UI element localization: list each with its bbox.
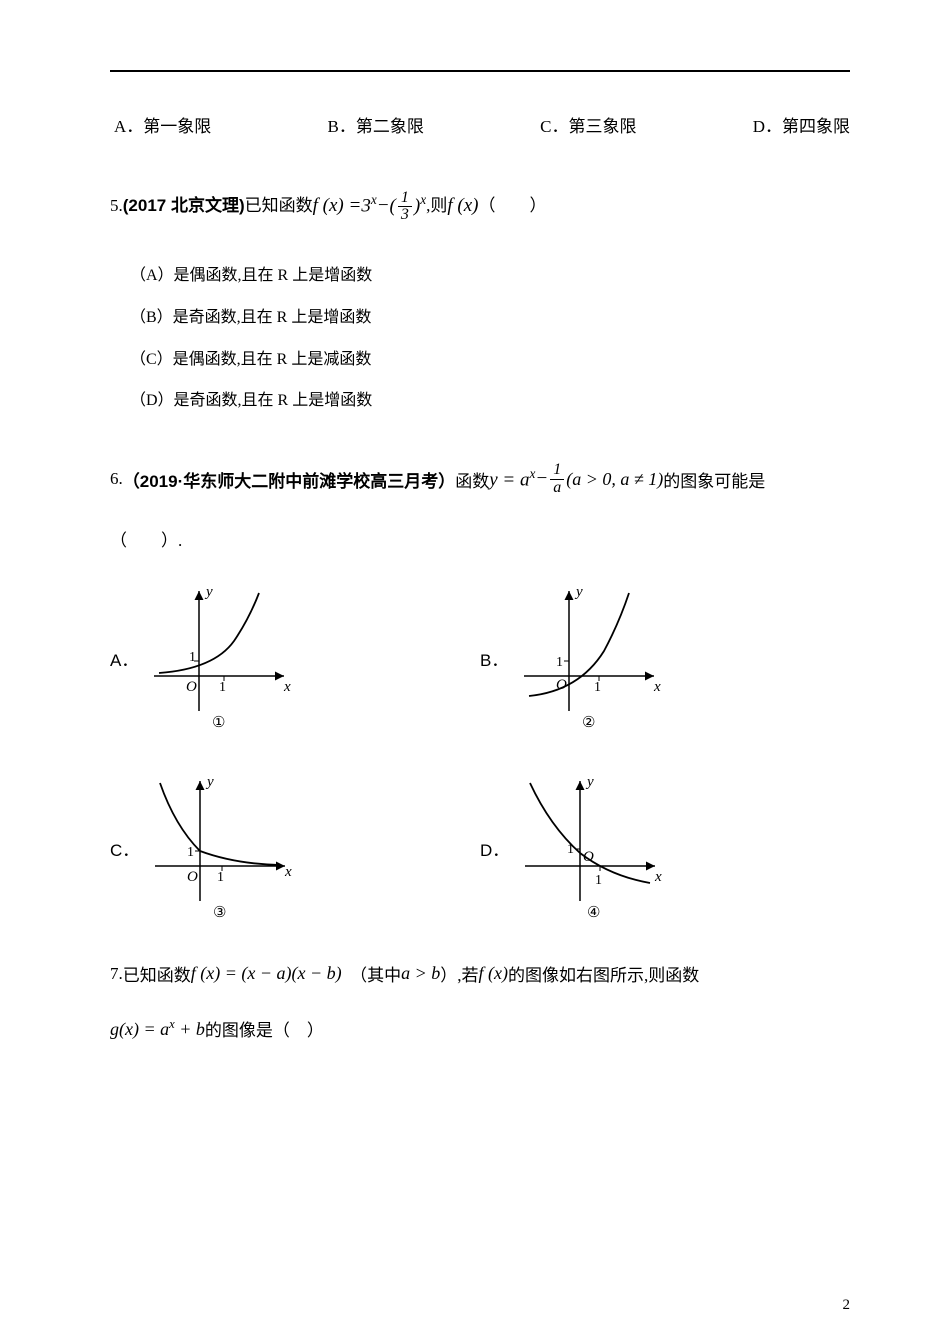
svg-text:1: 1: [219, 680, 226, 695]
q6-graph-a: A． 1 1 O x y ①: [110, 581, 480, 731]
q6-graph-row-2: C． 1 1 O x y ③ D． 1: [110, 771, 850, 921]
svg-text:1: 1: [567, 842, 574, 857]
q7-text2: 的图像如右图所示,则函数: [508, 961, 699, 986]
q5-opt-d: （D）是奇函数,且在 R 上是增函数: [130, 380, 850, 422]
q6-source: （2019·华东师大二附中前滩学校高三月考）: [123, 467, 455, 492]
q7-fx: f (x): [479, 963, 508, 984]
svg-text:①: ①: [212, 715, 225, 731]
svg-text:②: ②: [582, 715, 595, 731]
svg-text:x: x: [284, 864, 292, 880]
svg-text:1: 1: [217, 870, 224, 885]
svg-text:x: x: [283, 679, 291, 695]
svg-text:x: x: [653, 679, 661, 695]
q6-graph-row-1: A． 1 1 O x y ① B．: [110, 581, 850, 731]
svg-text:O: O: [556, 677, 567, 693]
top-rule: [110, 70, 850, 72]
q6-stem: 6. （2019·华东师大二附中前滩学校高三月考） 函数 y = ax − 1a…: [110, 462, 850, 497]
graph-b-svg: 1 1 O x y ②: [514, 581, 674, 731]
svg-text:y: y: [574, 584, 583, 600]
q6-cond: (a > 0, a ≠ 1): [566, 469, 663, 490]
q5-options: （A）是偶函数,且在 R 上是增函数 （B）是奇函数,且在 R 上是增函数 （C…: [130, 255, 850, 421]
q5-source: (2017 北京文理): [123, 189, 245, 223]
q7-gap2: ）,若: [440, 961, 478, 986]
opt-b: B．第二象限: [328, 112, 424, 137]
opt-c: C．第三象限: [540, 112, 636, 137]
q6-label-d: D．: [480, 836, 509, 861]
q7-gap1: （其中: [342, 961, 402, 986]
q6-frac: 1a: [550, 462, 564, 497]
q5-opt-b: （B）是奇函数,且在 R 上是增函数: [130, 297, 850, 339]
q5-fx: f (x): [447, 187, 478, 225]
svg-text:y: y: [205, 774, 214, 790]
svg-text:O: O: [583, 849, 594, 865]
q6-label-b: B．: [480, 646, 508, 671]
svg-text:④: ④: [587, 905, 600, 921]
q5-term1: 3x: [361, 187, 376, 225]
q6-prefix: 6.: [110, 469, 123, 489]
graph-d-svg: 1 1 O x y ④: [515, 771, 675, 921]
q6-graph-d: D． 1 1 O x y ④: [480, 771, 850, 921]
q6-func: y = ax: [489, 466, 535, 491]
q5-minus: −: [377, 187, 390, 225]
question-5: 5. (2017 北京文理) 已知函数 f (x) = 3x − (13)x ,…: [110, 187, 850, 422]
prev-question-options: A．第一象限 B．第二象限 C．第三象限 D．第四象限: [110, 112, 850, 137]
q6-text2: 的图象可能是: [663, 467, 765, 492]
q5-prefix: 5.: [110, 189, 123, 223]
q7-func: f (x) = (x − a)(x − b): [191, 963, 342, 984]
q7-g: g(x) = ax + b: [110, 1017, 205, 1040]
q7-text3: 的图像是（ ）: [205, 1016, 324, 1041]
page-number: 2: [843, 1297, 851, 1314]
svg-text:O: O: [187, 869, 198, 885]
q6-graph-b: B． 1 1 O x y ②: [480, 581, 850, 731]
svg-text:y: y: [204, 584, 213, 600]
opt-d: D．第四象限: [753, 112, 850, 137]
svg-text:x: x: [654, 869, 662, 885]
q5-term2: (13)x: [390, 187, 427, 225]
svg-text:1: 1: [556, 655, 563, 670]
q7-cond: a > b: [401, 963, 440, 984]
svg-text:1: 1: [595, 873, 602, 888]
q6-label-a: A．: [110, 646, 138, 671]
question-7-line2: g(x) = ax + b 的图像是（ ）: [110, 1016, 850, 1041]
q5-opt-c: （C）是偶函数,且在 R 上是减函数: [130, 339, 850, 381]
q6-graph-c: C． 1 1 O x y ③: [110, 771, 480, 921]
q5-paren: （ ）: [478, 189, 546, 223]
q5-stem: 5. (2017 北京文理) 已知函数 f (x) = 3x − (13)x ,…: [110, 187, 850, 225]
question-6: 6. （2019·华东师大二附中前滩学校高三月考） 函数 y = ax − 1a…: [110, 462, 850, 922]
q6-minus: −: [535, 468, 548, 490]
svg-text:1: 1: [189, 650, 196, 665]
q5-opt-a: （A）是偶函数,且在 R 上是增函数: [130, 255, 850, 297]
q7-text1: 已知函数: [123, 961, 191, 986]
svg-text:1: 1: [594, 680, 601, 695]
q5-text1: 已知函数: [245, 189, 313, 223]
q6-paren: （ ）.: [110, 526, 850, 551]
q7-prefix: 7.: [110, 964, 123, 984]
q5-text2: ,则: [426, 189, 447, 223]
svg-text:O: O: [186, 679, 197, 695]
question-7-line1: 7. 已知函数 f (x) = (x − a)(x − b) （其中 a > b…: [110, 961, 850, 986]
opt-a: A．第一象限: [114, 112, 211, 137]
svg-text:③: ③: [213, 905, 226, 921]
q6-label-c: C．: [110, 836, 139, 861]
q5-func-lhs: f (x) =: [313, 187, 362, 225]
graph-a-svg: 1 1 O x y ①: [144, 581, 304, 731]
q6-text1: 函数: [455, 467, 489, 492]
svg-text:y: y: [585, 774, 594, 790]
graph-c-svg: 1 1 O x y ③: [145, 771, 305, 921]
svg-text:1: 1: [187, 845, 194, 860]
